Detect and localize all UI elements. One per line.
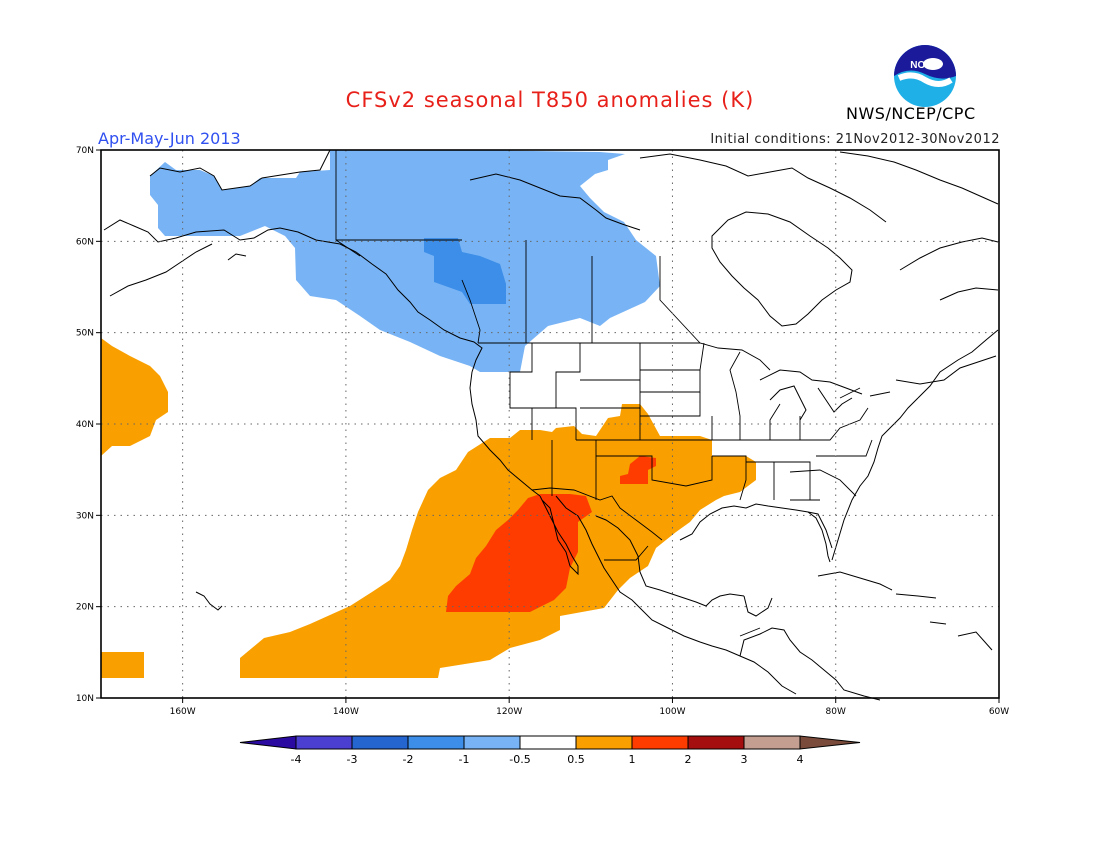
anomaly-region-pos1-small <box>620 456 656 484</box>
colorbar-tick-label: -3 <box>347 753 358 766</box>
colorbar-cell <box>407 735 465 750</box>
agency-label: NWS/NCEP/CPC <box>846 104 976 123</box>
lat-lon-gridlines <box>101 150 999 698</box>
colorbar-tick-label: -0.5 <box>509 753 530 766</box>
lat-tick-label: 40N <box>76 420 94 430</box>
anomaly-region-neg05 <box>150 150 660 372</box>
season-label: Apr-May-Jun 2013 <box>98 129 241 148</box>
colorbar-cell <box>687 735 745 750</box>
colorbar-tick-label: -2 <box>403 753 414 766</box>
colorbar-cell <box>631 735 689 750</box>
political-borders-layer <box>335 150 891 637</box>
lon-tick-label: 120W <box>496 707 522 717</box>
lat-tick-label: 20N <box>76 603 94 613</box>
lon-tick-label: 140W <box>333 707 359 717</box>
lat-tick-label: 30N <box>76 511 94 521</box>
colorbar-tick-label: 0.5 <box>567 753 585 766</box>
anomaly-region-pos05 <box>101 338 168 456</box>
colorbar-cell <box>351 735 409 750</box>
lon-tick-label: 100W <box>659 707 685 717</box>
lat-tick-label: 50N <box>76 329 94 339</box>
colorbar-tick-label: 2 <box>685 753 692 766</box>
colorbar-cell <box>743 735 801 750</box>
colorbar-tick-label: -1 <box>459 753 470 766</box>
svg-text:NOAA: NOAA <box>910 60 939 71</box>
colorbar-tick-label: 1 <box>629 753 636 766</box>
colorbar-tick-label: -4 <box>291 753 302 766</box>
colorbar-tick-label: 4 <box>797 753 804 766</box>
lon-tick-label: 160W <box>170 707 196 717</box>
map-axis-labels: 70N 60N 50N 40N 30N 20N 10N 160W 140W 120W 100W 80W… <box>76 146 1009 717</box>
colorbar-cell-lower <box>239 735 297 750</box>
lat-tick-label: 70N <box>76 146 94 156</box>
anomaly-region-pos1 <box>446 494 592 612</box>
chart-title: CFSv2 seasonal T850 anomalies (K) <box>345 88 755 112</box>
colorbar-cell-upper <box>799 735 861 750</box>
colorbar-cell <box>519 735 577 750</box>
colorbar-tick-label: 3 <box>741 753 748 766</box>
colorbar-cell <box>295 735 353 750</box>
lat-tick-label: 60N <box>76 237 94 247</box>
anomaly-region-pos05-small <box>101 652 144 678</box>
noaa-logo-icon: NOAA <box>894 45 956 107</box>
anomaly-fill-layer <box>101 150 756 678</box>
anomaly-region-neg1 <box>424 238 506 304</box>
lat-tick-label: 10N <box>76 694 94 704</box>
initial-conditions-label: Initial conditions: 21Nov2012-30Nov2012 <box>710 132 1000 147</box>
colorbar-cell <box>575 735 633 750</box>
colorbar-cell <box>463 735 521 750</box>
lon-tick-label: 60W <box>989 707 1009 717</box>
lon-tick-label: 80W <box>826 707 846 717</box>
coastlines-layer <box>103 149 999 701</box>
